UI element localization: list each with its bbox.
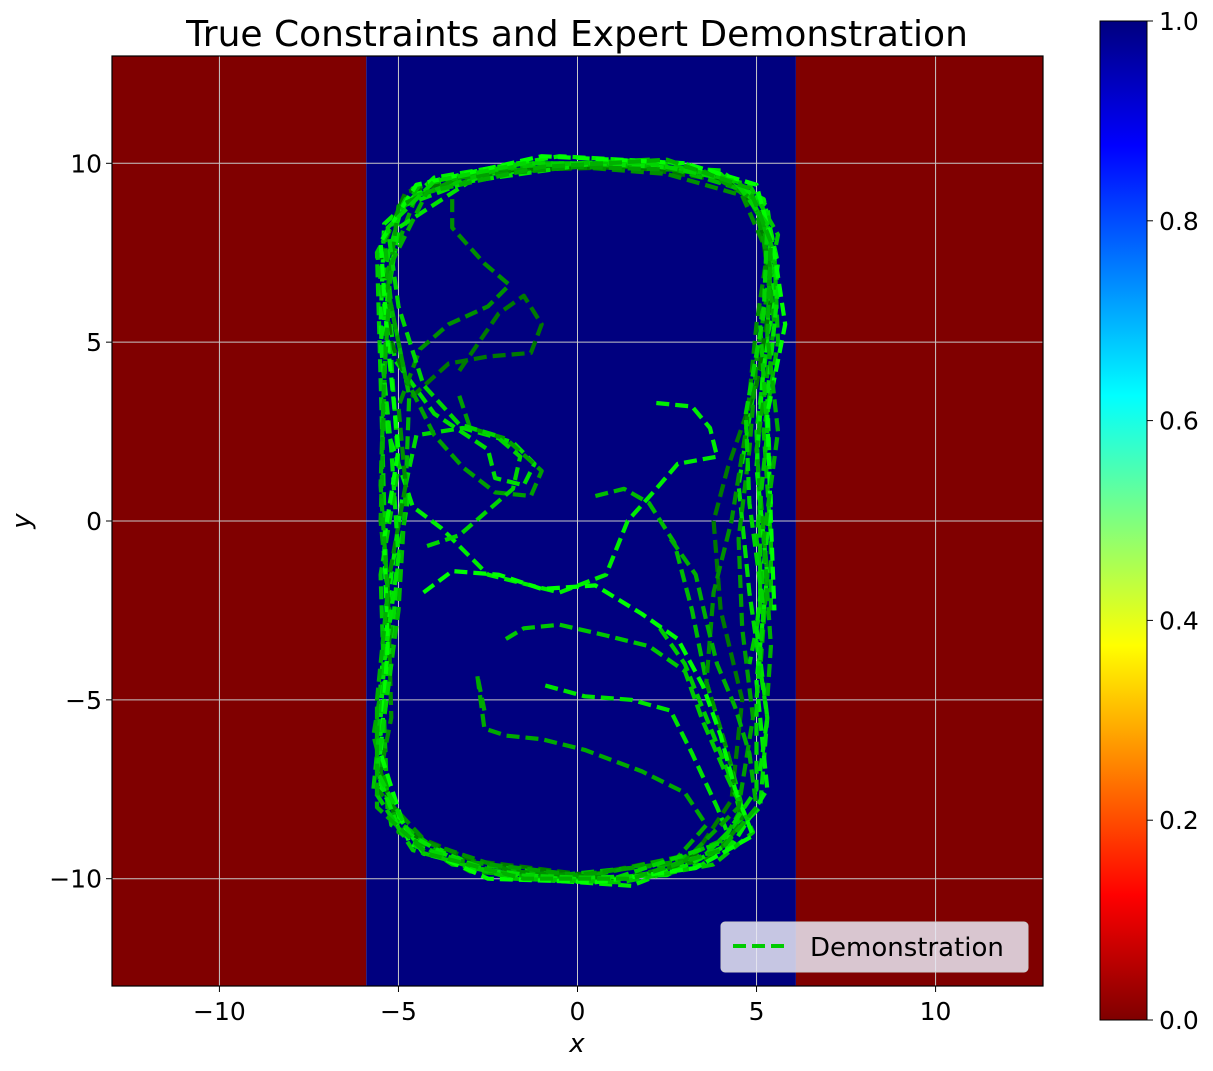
demonstration-trajectory-10 bbox=[378, 154, 788, 885]
x-tick-label: 0 bbox=[570, 997, 586, 1026]
y-tick-label: 5 bbox=[86, 328, 102, 357]
x-axis-label: x bbox=[568, 1029, 585, 1059]
y-tick-label: 0 bbox=[86, 507, 102, 536]
legend-label: Demonstration bbox=[810, 933, 1004, 963]
legend: Demonstration bbox=[720, 921, 1029, 973]
legend-box bbox=[720, 921, 1029, 973]
demonstration-trajectory-13 bbox=[374, 157, 781, 881]
colorbar-tick-label: 0.0 bbox=[1159, 1006, 1199, 1035]
colorbar-tick-label: 1.0 bbox=[1159, 7, 1199, 36]
colorbar-ticks: 0.0 0.2 0.4 0.6 0.8 1.0 bbox=[1147, 7, 1199, 1035]
y-axis-label: y bbox=[7, 513, 37, 530]
x-tick-label: −5 bbox=[380, 997, 417, 1026]
colorbar-tick-label: 0.4 bbox=[1159, 606, 1199, 635]
colorbar-tick-label: 0.8 bbox=[1159, 207, 1199, 236]
x-tick-label: 5 bbox=[749, 997, 765, 1026]
colorbar-tick-label: 0.2 bbox=[1159, 806, 1199, 835]
chart-title: True Constraints and Expert Demonstratio… bbox=[185, 14, 968, 55]
x-axis-ticks: −10 −5 0 5 10 bbox=[193, 986, 951, 1026]
demonstration-trajectory-8 bbox=[374, 161, 781, 881]
y-axis-ticks: −10 −5 0 5 10 bbox=[49, 149, 112, 894]
colorbar-tick-label: 0.6 bbox=[1159, 407, 1199, 436]
colorbar bbox=[1099, 20, 1148, 1021]
x-tick-label: 10 bbox=[920, 997, 952, 1026]
x-tick-label: −10 bbox=[193, 997, 246, 1026]
y-tick-label: 10 bbox=[70, 149, 102, 178]
y-tick-label: −5 bbox=[65, 686, 102, 715]
demonstration-trajectories bbox=[371, 154, 788, 888]
y-tick-label: −10 bbox=[49, 865, 102, 894]
